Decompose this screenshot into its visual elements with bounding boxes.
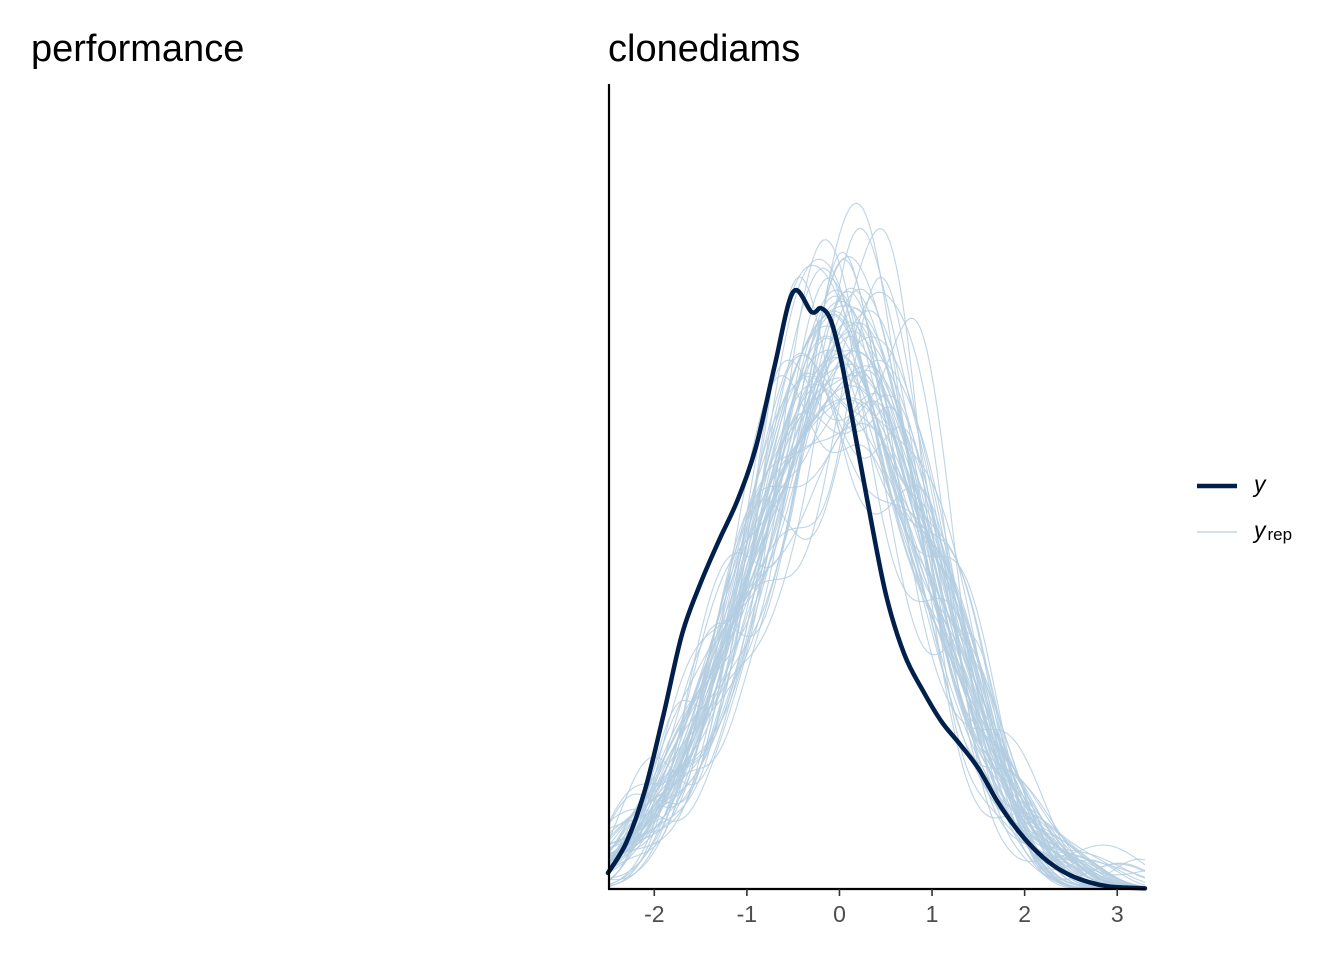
yrep-density-line bbox=[608, 392, 1145, 890]
yrep-density-line bbox=[608, 384, 1145, 890]
yrep-density-line bbox=[608, 355, 1145, 890]
yrep-density-line bbox=[608, 354, 1145, 890]
panel-title-clonediams: clonediams bbox=[608, 28, 800, 70]
y-density-line bbox=[605, 287, 1148, 891]
panel-title-performance: performance bbox=[31, 28, 244, 70]
yrep-density-line bbox=[608, 321, 1145, 878]
legend-yrep-label: y rep bbox=[1252, 517, 1292, 544]
yrep-density-line bbox=[608, 295, 1145, 889]
yrep-density-line bbox=[608, 363, 1145, 890]
yrep-density-line bbox=[608, 377, 1145, 889]
yrep-density-line bbox=[608, 276, 1145, 890]
x-tick-label: -1 bbox=[737, 901, 757, 927]
yrep-density-line bbox=[608, 383, 1145, 890]
yrep-density-line bbox=[608, 397, 1145, 890]
panel-clonediams: clonediams -2 -1 0 1 2 3 bbox=[605, 28, 1148, 927]
x-tick-label: -2 bbox=[644, 901, 664, 927]
legend: y y rep bbox=[1197, 471, 1292, 544]
yrep-density-line bbox=[608, 227, 1145, 889]
yrep-density-line bbox=[608, 398, 1145, 890]
yrep-density-line bbox=[608, 335, 1145, 889]
x-tick-label: 1 bbox=[926, 901, 939, 927]
x-tick-label: 0 bbox=[833, 901, 846, 927]
legend-y-label: y bbox=[1252, 471, 1267, 497]
yrep-density-line bbox=[608, 423, 1145, 890]
x-tick-label: 3 bbox=[1111, 901, 1124, 927]
yrep-density-line bbox=[608, 307, 1145, 890]
yrep-lines bbox=[608, 202, 1145, 890]
panel-performance: performance bbox=[31, 28, 244, 70]
yrep-density-line bbox=[608, 336, 1145, 890]
yrep-density-line bbox=[608, 239, 1145, 889]
yrep-density-line bbox=[608, 375, 1145, 890]
yrep-density-line bbox=[608, 359, 1145, 890]
x-ticks: -2 -1 0 1 2 3 bbox=[644, 889, 1124, 927]
yrep-density-line bbox=[608, 394, 1145, 890]
yrep-density-line bbox=[608, 352, 1145, 890]
legend-yrep-sub: rep bbox=[1268, 525, 1293, 544]
yrep-density-line bbox=[608, 365, 1145, 890]
legend-yrep-main: y bbox=[1252, 517, 1267, 543]
yrep-density-line bbox=[608, 325, 1145, 886]
x-tick-label: 2 bbox=[1018, 901, 1031, 927]
yrep-density-line bbox=[608, 369, 1145, 889]
yrep-density-line bbox=[608, 289, 1145, 888]
